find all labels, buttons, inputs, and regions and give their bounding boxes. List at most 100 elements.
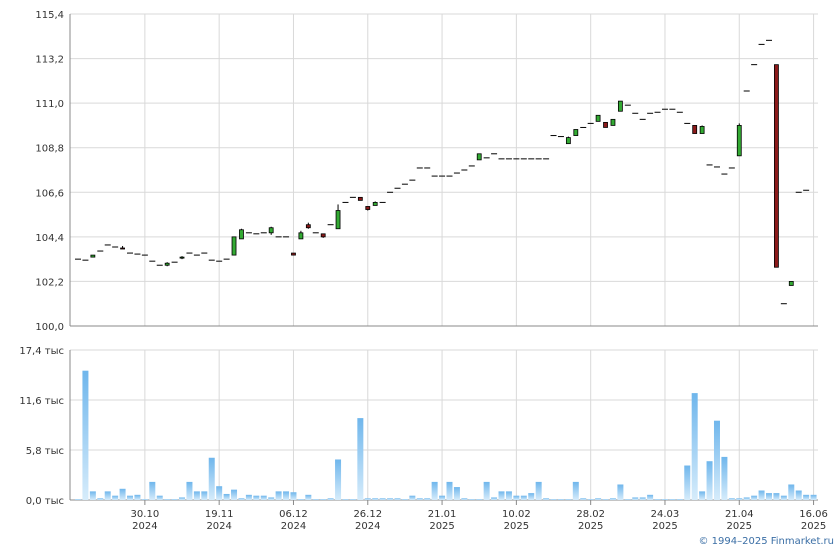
volume-bar <box>647 494 654 500</box>
volume-bar <box>684 465 691 500</box>
volume-bar <box>193 491 200 500</box>
volume-bar <box>327 498 334 500</box>
price-tick-label: 108,8 <box>35 144 64 155</box>
price-panel: 100,0 102,2 104,4 106,6 108,8 111,0 113,2 115,4 <box>35 10 818 333</box>
volume-bar <box>164 499 171 500</box>
volume-bar <box>179 497 186 500</box>
x-tick-label-date: 28.02 <box>576 509 605 520</box>
volume-bar <box>557 499 564 500</box>
x-tick-label-year: 2024 <box>132 521 157 532</box>
volume-bar <box>186 481 193 500</box>
candle-body <box>774 64 779 268</box>
volume-bar <box>587 499 594 500</box>
volume-bar <box>208 457 215 500</box>
volume-bar <box>758 490 765 500</box>
candle-body <box>788 281 794 286</box>
volume-bar <box>543 498 550 500</box>
volume-bar <box>201 491 208 500</box>
volume-bar <box>171 499 178 500</box>
candle-body <box>231 236 237 256</box>
x-tick-label-year: 2025 <box>652 521 677 532</box>
volume-bar <box>297 499 304 500</box>
volume-bar <box>721 456 728 500</box>
volume-bar <box>780 495 787 500</box>
x-tick-label-date: 06.12 <box>279 509 308 520</box>
volume-bar <box>676 499 683 500</box>
volume-bar <box>82 370 89 500</box>
x-tick-label-date: 30.10 <box>131 509 160 520</box>
volume-bar <box>446 481 453 500</box>
volume-bar <box>424 498 431 500</box>
candle-body <box>573 129 579 136</box>
x-tick-label-year: 2025 <box>504 521 529 532</box>
volume-bar <box>773 493 780 500</box>
volume-bar <box>654 499 661 500</box>
volume-bar <box>461 498 468 500</box>
volume-bar <box>788 484 795 500</box>
x-tick-label-year: 2025 <box>578 521 603 532</box>
volume-bar <box>97 498 104 500</box>
volume-bar <box>550 499 557 500</box>
volume-bar <box>156 495 163 500</box>
volume-bar <box>335 459 342 500</box>
x-tick-label-year: 2024 <box>281 521 306 532</box>
volume-bar <box>743 497 750 500</box>
x-tick-label-date: 21.01 <box>428 509 457 520</box>
volume-bar <box>706 461 713 500</box>
volume-bar <box>528 493 535 500</box>
candle-body <box>365 206 371 210</box>
price-tick-label: 100,0 <box>35 322 64 333</box>
volume-bar <box>691 393 698 500</box>
volume-bar <box>728 498 735 500</box>
volume-bar <box>409 495 416 500</box>
volume-bar <box>312 499 319 500</box>
volume-bar <box>149 481 156 500</box>
price-tick-label: 111,0 <box>35 99 64 110</box>
x-tick-label-year: 2025 <box>429 521 454 532</box>
volume-bar <box>320 499 327 500</box>
candle-body <box>320 233 326 238</box>
volume-bar <box>112 495 119 500</box>
candle-body <box>372 202 378 206</box>
volume-bar <box>669 499 676 500</box>
volume-bar <box>595 498 602 500</box>
volume-bar <box>372 498 379 500</box>
candle-body <box>610 118 616 126</box>
volume-bar <box>104 491 111 500</box>
volume-bar <box>513 495 520 500</box>
volume-bar <box>765 493 772 500</box>
volume-bar <box>580 498 587 500</box>
volume-bar <box>795 490 802 500</box>
x-tick-label-date: 19.11 <box>205 509 234 520</box>
candle-body <box>335 210 341 230</box>
volume-bar <box>565 499 572 500</box>
volume-bar <box>290 492 297 500</box>
volume-bar <box>387 498 394 500</box>
volume-tick-label: 11,6 тыс <box>19 396 64 407</box>
volume-tick-label: 0,0 тыс <box>26 496 64 507</box>
volume-bar <box>268 497 275 500</box>
volume-bar <box>699 491 706 500</box>
candle-body <box>120 247 125 250</box>
volume-bar <box>379 498 386 500</box>
candle-body <box>476 153 482 161</box>
volume-bar <box>632 497 639 500</box>
volume-bar <box>483 481 490 500</box>
x-tick-label-year: 2025 <box>727 521 752 532</box>
volume-bar <box>520 495 527 500</box>
volume-bar <box>349 499 356 500</box>
volume-bar <box>468 499 475 500</box>
volume-bar <box>505 491 512 500</box>
volume-bar <box>141 499 148 500</box>
volume-bar <box>602 499 609 500</box>
volume-bar <box>283 491 290 500</box>
volume-bar <box>476 499 483 500</box>
volume-bar <box>305 494 312 500</box>
volume-bar <box>803 494 810 500</box>
volume-bar <box>275 491 282 500</box>
candle-body <box>90 254 96 258</box>
x-tick-label-year: 2025 <box>801 521 826 532</box>
volume-bar <box>491 497 498 500</box>
